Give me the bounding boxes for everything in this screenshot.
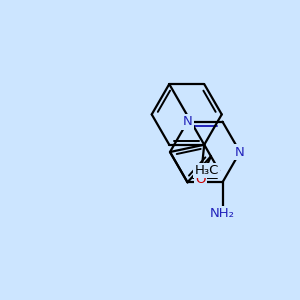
Text: N: N — [183, 115, 192, 128]
Text: N: N — [235, 146, 245, 158]
Text: NH₂: NH₂ — [210, 207, 235, 220]
Text: H₃C: H₃C — [195, 164, 219, 177]
Text: O: O — [195, 173, 206, 186]
